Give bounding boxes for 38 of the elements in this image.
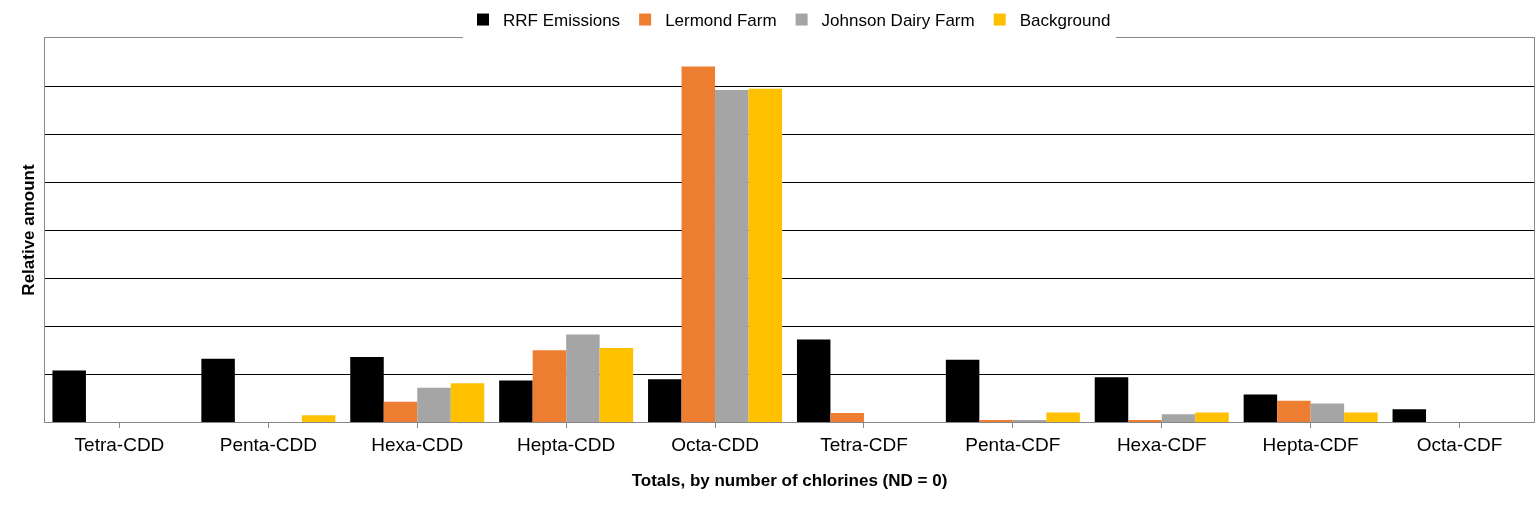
bar: [1392, 409, 1427, 422]
bar: [1094, 377, 1129, 422]
bar: [1243, 394, 1278, 422]
bar: [1161, 414, 1196, 422]
bar: [450, 383, 485, 422]
x-tick-label: Penta-CDD: [219, 433, 317, 455]
x-tick-label: Penta-CDF: [965, 433, 1061, 455]
x-tick-label: Hepta-CDD: [517, 433, 616, 455]
x-tick-label: Hepta-CDF: [1262, 433, 1359, 455]
bar: [532, 350, 567, 422]
bar: [681, 66, 716, 422]
bar: [1277, 400, 1311, 422]
x-tick-label: Octa-CDD: [671, 433, 759, 455]
x-tick-label: Octa-CDF: [1416, 433, 1503, 455]
bar: [1344, 412, 1378, 422]
x-tick-label: Tetra-CDD: [74, 433, 165, 455]
legend-label: Johnson Dairy Farm: [821, 11, 975, 31]
bar: [648, 379, 682, 422]
bar: [830, 413, 864, 422]
bar: [301, 415, 336, 422]
bar: [1046, 412, 1080, 422]
x-tick-label: Tetra-CDF: [820, 433, 908, 455]
bar: [383, 401, 418, 422]
bar: [499, 380, 533, 422]
bar: [599, 348, 634, 422]
legend-label: Background: [1019, 11, 1111, 31]
bar: [748, 88, 783, 422]
legend-label: RRF Emissions: [503, 11, 621, 31]
x-axis-title: Totals, by number of chlorines (ND = 0): [631, 471, 948, 491]
bar: [1310, 403, 1345, 422]
bar: [715, 89, 749, 422]
bar: [417, 387, 451, 422]
bar: [566, 334, 600, 422]
y-axis-title: Relative amount: [18, 164, 38, 296]
x-tick-label: Hexa-CDF: [1116, 433, 1207, 455]
legend-label: Lermond Farm: [665, 11, 777, 31]
bar: [1195, 412, 1229, 422]
x-tick-label: Hexa-CDD: [371, 433, 464, 455]
